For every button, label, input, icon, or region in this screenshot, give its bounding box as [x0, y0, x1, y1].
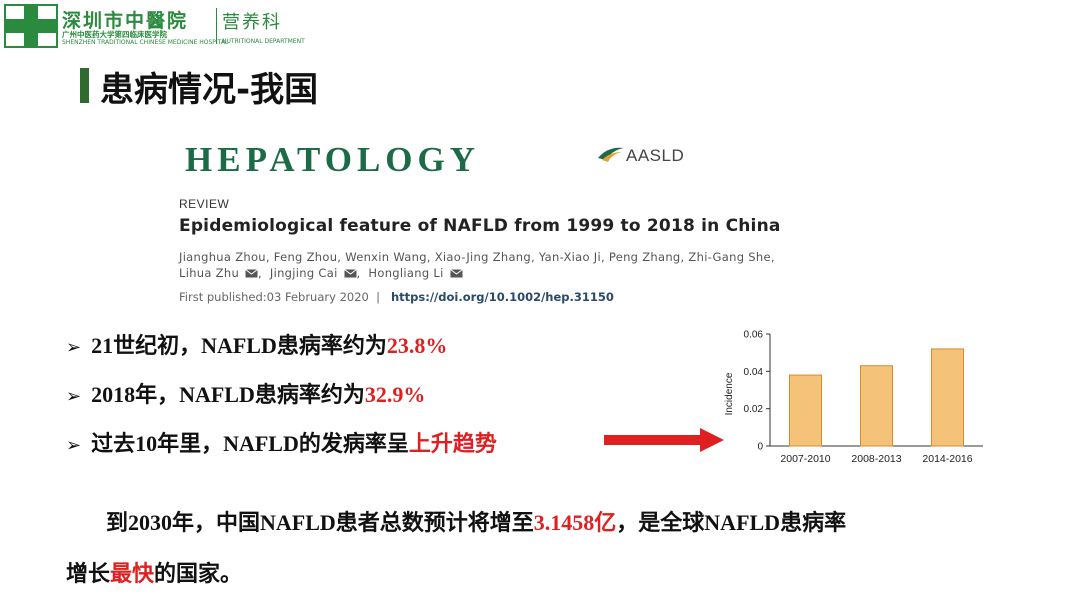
publication-info: First published:03 February 2020 | https… — [179, 290, 614, 304]
summary-text: 的国家。 — [154, 561, 243, 586]
y-tick-label: 0.02 — [744, 404, 764, 415]
bullet-arrow-icon: ➢ — [66, 337, 82, 358]
bullet-item: ➢ 过去10年里，NAFLD的发病率呈上升趋势 — [66, 426, 497, 458]
author-name[interactable]: Lihua Zhu — [179, 266, 240, 280]
bullet-item: ➢ 21世纪初，NAFLD患病率约为23.8% — [66, 328, 447, 360]
right-arrow-icon — [604, 428, 724, 452]
bullet-arrow-icon: ➢ — [66, 386, 82, 407]
x-tick-label: 2007-2010 — [780, 453, 830, 465]
paper-title: Epidemiological feature of NAFLD from 19… — [179, 216, 781, 236]
hospital-name: 深圳市中醫院 — [62, 10, 189, 32]
x-tick-label: 2008-2013 — [851, 453, 901, 465]
separator: | — [376, 290, 381, 304]
hospital-subtitle: 广州中医药大学第四临床医学院 — [62, 30, 167, 39]
bullet-highlight: 32.9% — [364, 382, 426, 407]
publisher-name: AASLD — [626, 146, 685, 165]
bar — [789, 374, 822, 447]
summary-text: 增长 — [66, 561, 111, 586]
svg-text:Z: Z — [40, 31, 49, 47]
bullet-item: ➢ 2018年，NAFLD患病率约为32.9% — [66, 377, 425, 409]
title-accent-bar — [80, 68, 89, 103]
summary-text: 到2030年，中国NAFLD患者总数预计将增至 — [106, 510, 534, 535]
summary-highlight: 最快 — [110, 561, 155, 586]
department-english-name: NUTRITIONAL DEPARTMENT — [222, 38, 305, 45]
envelope-icon[interactable] — [449, 269, 463, 278]
header-divider — [216, 8, 217, 44]
summary-paragraph-line: 增长最快的国家。 — [66, 556, 1026, 588]
y-tick-label: 0.06 — [744, 330, 764, 341]
envelope-icon[interactable] — [245, 269, 258, 278]
bar — [860, 365, 893, 447]
incidence-bar-chart: Incidence 0 0.02 0.04 0.06 2007-2010 2008-201… — [724, 330, 983, 465]
hospital-logo-icon: S Z — [4, 4, 58, 48]
doi-link[interactable]: https://doi.org/10.1002/hep.31150 — [391, 290, 614, 304]
article-section: REVIEW — [179, 197, 230, 211]
published-label: First published: — [179, 290, 267, 304]
published-date: 03 February 2020 — [266, 290, 369, 304]
slide-title: 患病情况-我国 — [100, 70, 319, 110]
summary-paragraph-line: 到2030年，中国NAFLD患者总数预计将增至3.1458亿，是全球NAFLD患… — [106, 505, 1066, 537]
bullet-text: 21世纪初，NAFLD患病率约为 — [91, 333, 387, 358]
author-name[interactable]: Jingjing Cai — [269, 266, 338, 280]
y-tick-label: 0 — [757, 442, 763, 453]
authors-line: Lihua Zhu , Jingjing Cai , Hongliang Li — [179, 265, 919, 281]
bullet-arrow-icon: ➢ — [66, 435, 82, 456]
y-tick-label: 0.04 — [744, 367, 764, 378]
aasld-logo-icon — [598, 147, 624, 162]
department-name: 营养科 — [222, 12, 282, 33]
bullet-highlight: 23.8% — [386, 333, 448, 358]
bullet-text: 2018年，NAFLD患病率约为 — [91, 382, 365, 407]
author-name[interactable]: Hongliang Li — [368, 266, 444, 280]
y-axis-label: Incidence — [724, 372, 735, 415]
x-tick-label: 2014-2016 — [922, 453, 972, 465]
envelope-icon[interactable] — [343, 269, 357, 278]
bar — [931, 348, 964, 447]
bullet-highlight: 上升趋势 — [408, 431, 497, 456]
bullet-text: 过去10年里，NAFLD的发病率呈 — [91, 431, 409, 456]
author-list: Jianghua Zhou, Feng Zhou, Wenxin Wang, X… — [179, 249, 919, 281]
hospital-english-name: SHENZHEN TRADITIONAL CHINESE MEDICINE HO… — [62, 39, 229, 46]
journal-name: HEPATOLOGY — [185, 140, 481, 179]
svg-text:S: S — [10, 31, 19, 47]
summary-text: ，是全球NAFLD患病率 — [616, 510, 847, 535]
authors-line: Jianghua Zhou, Feng Zhou, Wenxin Wang, X… — [179, 250, 775, 264]
summary-highlight: 3.1458亿 — [533, 510, 617, 535]
